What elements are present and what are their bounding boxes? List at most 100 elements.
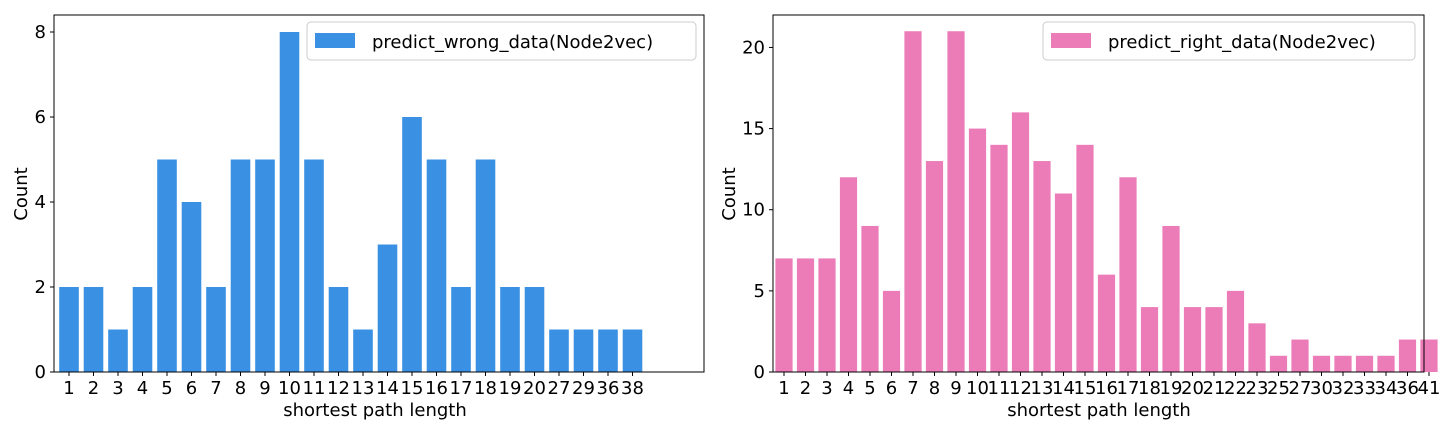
bar bbox=[1097, 274, 1116, 372]
bar bbox=[255, 159, 275, 372]
bar bbox=[328, 287, 349, 372]
bar bbox=[1183, 307, 1202, 372]
x-tick-label: 19 bbox=[1160, 378, 1183, 399]
bars-group bbox=[775, 31, 1438, 373]
x-tick-label: 20 bbox=[523, 378, 546, 399]
x-tick-label: 18 bbox=[1138, 378, 1161, 399]
bar bbox=[947, 31, 965, 373]
bar bbox=[549, 329, 569, 372]
y-tick-label: 6 bbox=[35, 107, 46, 128]
x-tick-label: 8 bbox=[235, 378, 246, 399]
x-tick-label: 13 bbox=[1031, 378, 1054, 399]
legend: predict_wrong_data(Node2vec) bbox=[306, 21, 697, 61]
y-ticks: 0 5 10 15 20 bbox=[742, 37, 773, 383]
x-tick-label: 36 bbox=[1396, 378, 1419, 399]
x-tick-label: 30 bbox=[1310, 378, 1333, 399]
y-tick-label: 0 bbox=[35, 362, 46, 383]
x-tick-label: 34 bbox=[1375, 378, 1398, 399]
bar bbox=[206, 287, 226, 372]
bar bbox=[1377, 355, 1395, 372]
y-tick-label: 5 bbox=[754, 281, 765, 302]
x-tick-label: 22 bbox=[1224, 378, 1247, 399]
x-tick-label: 7 bbox=[210, 378, 221, 399]
x-axis-label: shortest path length bbox=[283, 400, 467, 421]
bar bbox=[1248, 323, 1266, 372]
x-tick-label: 3 bbox=[821, 378, 832, 399]
x-ticks: 1 2 3 4 5 6 7 8 9 10 11 12 13 14 15 16 17 18 19 20 27 29 36 38 bbox=[63, 372, 644, 399]
bar bbox=[500, 287, 520, 372]
bar bbox=[451, 287, 471, 372]
bar bbox=[230, 159, 251, 372]
bar bbox=[573, 329, 594, 372]
x-tick-label: 11 bbox=[988, 378, 1011, 399]
bar bbox=[968, 128, 987, 372]
x-tick-label: 19 bbox=[499, 378, 522, 399]
x-tick-label: 33 bbox=[1353, 378, 1376, 399]
bar bbox=[132, 287, 153, 372]
x-tick-label: 12 bbox=[327, 378, 350, 399]
bar bbox=[1119, 177, 1137, 372]
y-tick-label: 15 bbox=[742, 119, 765, 140]
y-tick-label: 20 bbox=[742, 37, 765, 58]
x-tick-label: 20 bbox=[1181, 378, 1204, 399]
bar bbox=[882, 290, 901, 372]
x-tick-label: 7 bbox=[907, 378, 918, 399]
bar bbox=[524, 287, 545, 372]
x-tick-label: 5 bbox=[161, 378, 172, 399]
x-tick-label: 15 bbox=[1074, 378, 1097, 399]
bar bbox=[1011, 112, 1030, 372]
bar bbox=[1140, 307, 1159, 372]
bar bbox=[904, 31, 922, 373]
x-tick-label: 29 bbox=[572, 378, 595, 399]
x-tick-label: 23 bbox=[1246, 378, 1269, 399]
bar bbox=[1205, 307, 1223, 372]
bar bbox=[861, 225, 879, 372]
bar bbox=[1033, 161, 1051, 372]
y-axis-label: Count bbox=[719, 167, 740, 220]
bar bbox=[83, 287, 104, 372]
x-tick-label: 16 bbox=[425, 378, 448, 399]
x-tick-label: 14 bbox=[376, 378, 399, 399]
bar bbox=[475, 159, 496, 372]
legend-frame bbox=[306, 21, 697, 61]
bar bbox=[353, 329, 373, 372]
x-tick-label: 1 bbox=[63, 378, 74, 399]
x-ticks: 1 2 3 4 5 6 7 8 9 1011121314151617181920212223252… bbox=[778, 372, 1440, 399]
x-tick-label: 18 bbox=[474, 378, 497, 399]
bar bbox=[1398, 339, 1417, 372]
bar bbox=[1162, 225, 1180, 372]
y-tick-label: 8 bbox=[35, 22, 46, 43]
x-tick-label: 2 bbox=[88, 378, 99, 399]
bar bbox=[990, 144, 1008, 372]
bars-group bbox=[59, 32, 643, 372]
x-tick-label: 5 bbox=[864, 378, 875, 399]
x-tick-label: 11 bbox=[303, 378, 326, 399]
y-tick-label: 10 bbox=[742, 200, 765, 221]
x-tick-label: 13 bbox=[352, 378, 375, 399]
x-tick-label: 6 bbox=[886, 378, 897, 399]
bar bbox=[1076, 144, 1094, 372]
bar bbox=[1054, 193, 1073, 372]
chart-right: 1 2 3 4 5 6 7 8 9 1011121314151617181920212223252… bbox=[719, 14, 1440, 421]
bar bbox=[181, 202, 202, 372]
x-tick-label: 4 bbox=[843, 378, 854, 399]
chart-wrong: 1 2 3 4 5 6 7 8 9 10 11 12 13 14 15 16 17 18 19 20 27 29 36 38 … bbox=[11, 14, 705, 421]
bar bbox=[818, 258, 836, 372]
bar bbox=[1355, 355, 1374, 372]
bar bbox=[1291, 339, 1309, 372]
x-tick-label: 17 bbox=[1117, 378, 1140, 399]
x-tick-label: 21 bbox=[1203, 378, 1226, 399]
x-tick-label: 8 bbox=[929, 378, 940, 399]
x-tick-label: 4 bbox=[137, 378, 148, 399]
x-tick-label: 27 bbox=[1289, 378, 1312, 399]
x-tick-label: 9 bbox=[950, 378, 961, 399]
bar bbox=[925, 161, 944, 372]
x-tick-label: 12 bbox=[1009, 378, 1032, 399]
x-tick-label: 41 bbox=[1418, 378, 1440, 399]
x-tick-label: 25 bbox=[1267, 378, 1290, 399]
x-tick-label: 15 bbox=[401, 378, 424, 399]
x-tick-label: 9 bbox=[259, 378, 270, 399]
x-tick-label: 6 bbox=[186, 378, 197, 399]
plot-frame bbox=[53, 14, 705, 373]
legend: predict_right_data(Node2vec) bbox=[1042, 21, 1416, 61]
